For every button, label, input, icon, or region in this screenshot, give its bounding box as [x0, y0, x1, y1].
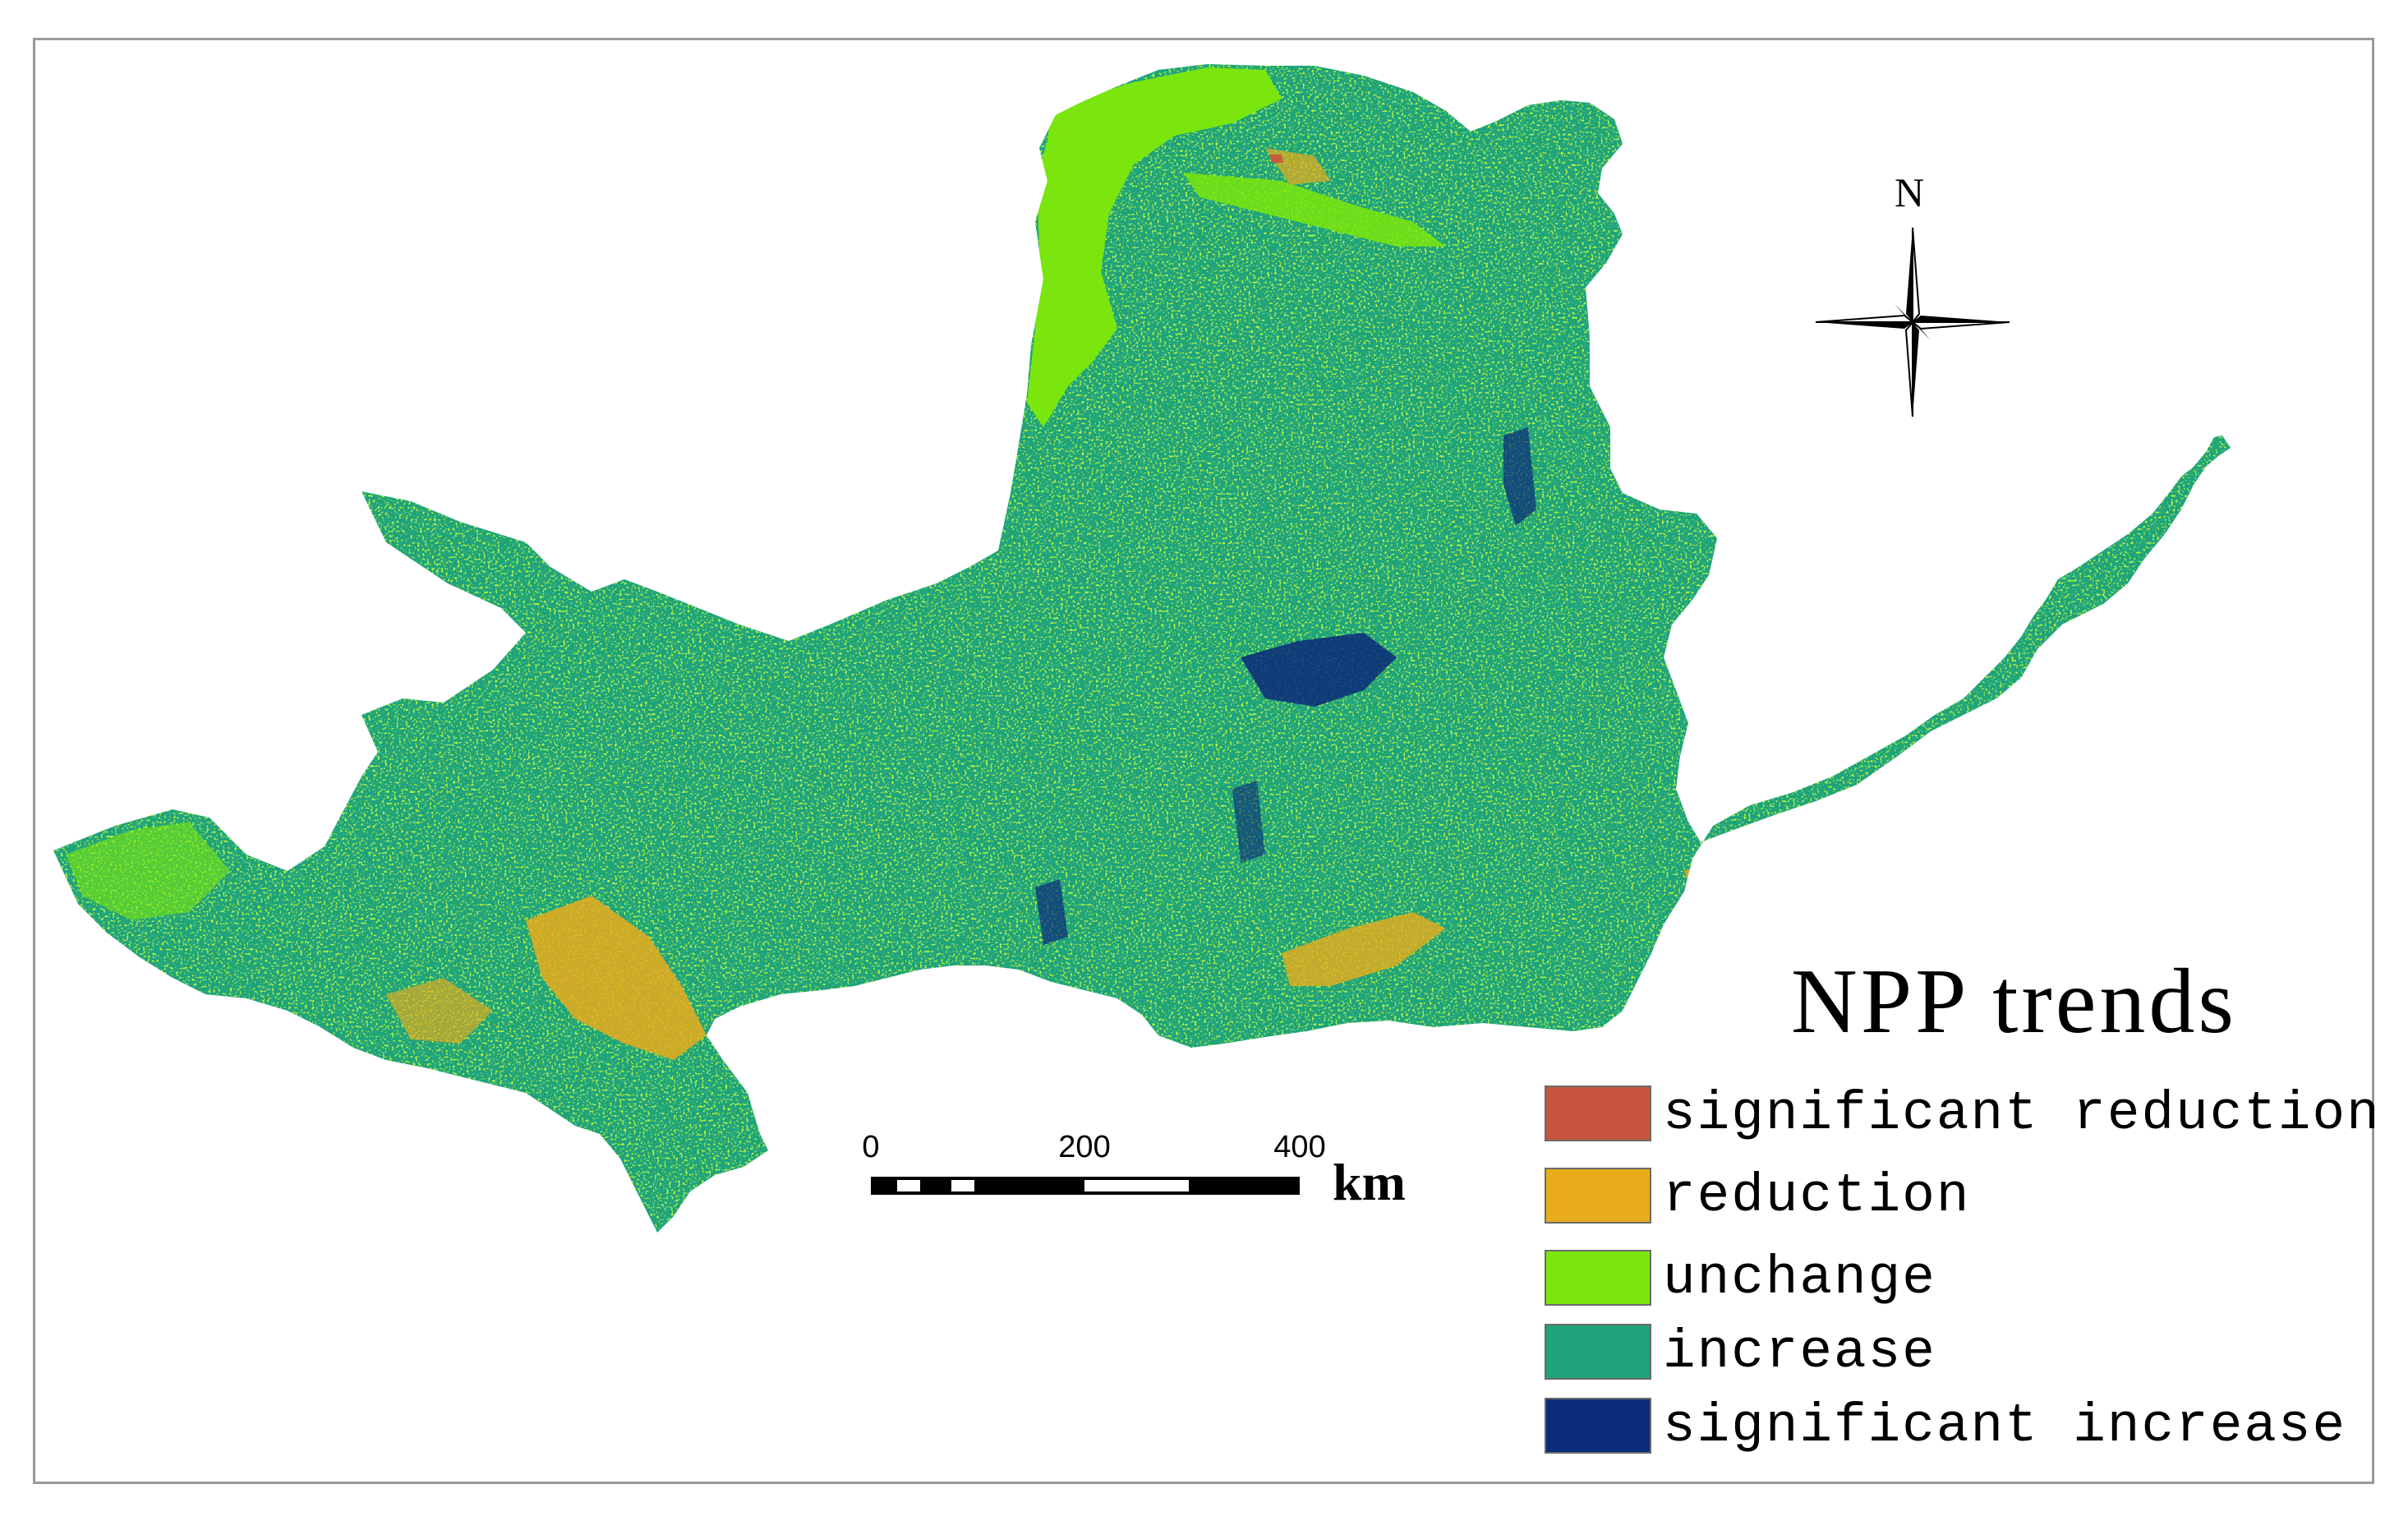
significant-increase-3 — [1035, 879, 1068, 945]
legend-item: unchange — [1545, 1245, 1936, 1311]
significant-reduction-spot — [1269, 154, 1283, 163]
legend-swatch — [1545, 1085, 1651, 1141]
scale-unit: km — [1333, 1153, 1406, 1211]
legend-title: NPP trends — [1791, 951, 2238, 1053]
significant-increase-loess — [1241, 633, 1397, 707]
north-label: N — [1895, 169, 1925, 215]
scale-tick-label: 200 — [1058, 1130, 1111, 1164]
reduction-southwest — [526, 896, 707, 1060]
legend-swatch — [1545, 1398, 1651, 1454]
legend-label: reduction — [1663, 1164, 1971, 1227]
scale-bar — [871, 1177, 1300, 1195]
reduction-southwest-2 — [386, 978, 493, 1044]
legend-item: reduction — [1545, 1163, 1970, 1228]
legend-label: significant increase — [1663, 1394, 2347, 1457]
legend-item: increase — [1545, 1319, 1936, 1385]
significant-increase-2 — [1503, 427, 1536, 526]
reduction-east — [1684, 855, 1791, 920]
unchange-northern-desert — [1027, 67, 1282, 427]
legend-item: significant reduction — [1545, 1081, 2381, 1146]
unchange-ordos-band — [1183, 173, 1446, 247]
unchange-west — [66, 822, 230, 920]
legend-swatch — [1545, 1324, 1651, 1380]
legend-swatch — [1545, 1168, 1651, 1224]
legend-label: significant reduction — [1663, 1082, 2381, 1145]
legend-swatch — [1545, 1250, 1651, 1306]
compass-rose-icon — [1815, 227, 2010, 417]
scale-tick-label: 400 — [1273, 1130, 1326, 1164]
scale-tick-label: 0 — [862, 1130, 880, 1164]
scale-bar-segment — [1084, 1180, 1189, 1191]
legend-label: unchange — [1663, 1247, 1936, 1309]
legend-item: significant increase — [1545, 1393, 2346, 1459]
reduction-south-central — [1282, 912, 1446, 986]
significant-increase-4 — [1232, 781, 1265, 863]
scale-bar-segment — [897, 1180, 920, 1191]
legend-label: increase — [1663, 1321, 1936, 1383]
scale-bar-segment — [951, 1180, 974, 1191]
